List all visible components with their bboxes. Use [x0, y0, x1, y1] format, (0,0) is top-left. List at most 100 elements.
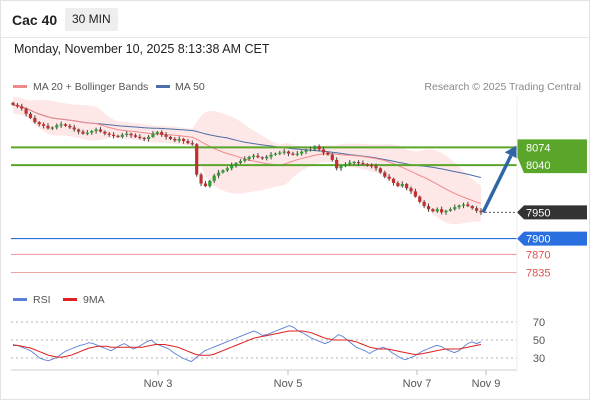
candle-body [195, 144, 199, 175]
candle-body [330, 154, 334, 160]
candle-body [343, 164, 348, 167]
interval-button[interactable]: 30 MIN [65, 8, 118, 31]
rsi-tick-label: 50 [533, 335, 545, 347]
candle [208, 179, 212, 188]
candle [151, 131, 155, 138]
candle [37, 121, 41, 127]
candle-body [208, 180, 212, 187]
candle-body [352, 162, 356, 164]
candle-body [251, 155, 256, 157]
candle-body [238, 160, 243, 164]
candle-body [68, 125, 72, 128]
candle-body [396, 182, 400, 187]
candle [111, 132, 116, 139]
candle [361, 160, 365, 166]
ma50-legend-swatch [156, 85, 170, 88]
candle-body [24, 108, 28, 114]
candle-body [405, 184, 409, 189]
candle-body [203, 183, 208, 187]
candle [304, 148, 308, 155]
candle-body [335, 159, 339, 169]
candle [243, 156, 247, 163]
candle [426, 203, 431, 212]
candle-body [125, 133, 129, 135]
candle [330, 152, 334, 162]
arrow-shaft [481, 154, 513, 214]
candle-body [370, 165, 374, 167]
candle-body [453, 207, 457, 210]
support-tag [517, 231, 587, 246]
rsi-legend-label: RSI [33, 294, 51, 306]
candle [81, 129, 85, 135]
candle [160, 130, 164, 137]
candle [116, 134, 120, 138]
candle-body [317, 146, 321, 150]
candle-body [300, 151, 304, 154]
rsi-ma-legend-swatch [63, 298, 77, 301]
candle-body [177, 138, 181, 141]
candle [291, 151, 295, 156]
candle [256, 153, 260, 159]
candle-body [181, 138, 186, 142]
candle-body [282, 151, 286, 153]
candle-body [151, 133, 155, 137]
candle-body [431, 209, 435, 212]
candle [142, 136, 146, 142]
current-price-tag [517, 205, 587, 220]
top-bar: Cac 40 30 MIN [1, 1, 589, 38]
candle [286, 150, 291, 157]
candle [195, 143, 199, 177]
candle-body [116, 135, 120, 137]
candle [168, 135, 173, 140]
candle [129, 132, 133, 138]
candle [68, 124, 72, 129]
candle-body [212, 175, 216, 181]
candle-body [374, 166, 378, 169]
ma20-legend-label: MA 20 + Bollinger Bands [33, 81, 148, 93]
candle-body [409, 188, 413, 192]
candle [77, 128, 81, 135]
candle-body [313, 146, 317, 150]
candle [251, 153, 256, 160]
candle [453, 204, 457, 211]
candle-body [356, 162, 361, 164]
candle-body [286, 151, 291, 154]
candle-body [55, 125, 59, 128]
candle [457, 204, 461, 210]
candle [383, 170, 387, 179]
timestamp: Monday, November 10, 2025 8:13:38 AM CET [14, 42, 270, 56]
candle [352, 160, 356, 165]
candle-body [190, 143, 194, 145]
candle [125, 131, 129, 137]
candle [186, 139, 190, 145]
candle [326, 151, 330, 156]
candle-body [291, 153, 295, 155]
candle [479, 208, 483, 215]
candle [90, 130, 94, 135]
candle [59, 121, 63, 128]
candle [63, 123, 68, 127]
candle [72, 124, 76, 132]
candle [146, 135, 151, 142]
candle [133, 133, 138, 138]
candle [103, 130, 107, 136]
candle [107, 131, 111, 137]
resistance-level-label: 8074 [526, 142, 550, 154]
candle-body [448, 209, 452, 211]
candle-body [387, 176, 391, 179]
candle [181, 137, 186, 144]
rsi-tick-label: 30 [533, 353, 545, 365]
candle-body [81, 131, 85, 134]
candle [418, 195, 422, 204]
candle [190, 140, 194, 146]
candle [295, 151, 299, 157]
candle [440, 206, 444, 215]
candle [278, 150, 282, 156]
candle-body [400, 184, 404, 187]
candle [164, 132, 168, 140]
candle [400, 181, 404, 188]
ma50-legend-label: MA 50 [175, 81, 205, 93]
candle-body [426, 206, 431, 210]
